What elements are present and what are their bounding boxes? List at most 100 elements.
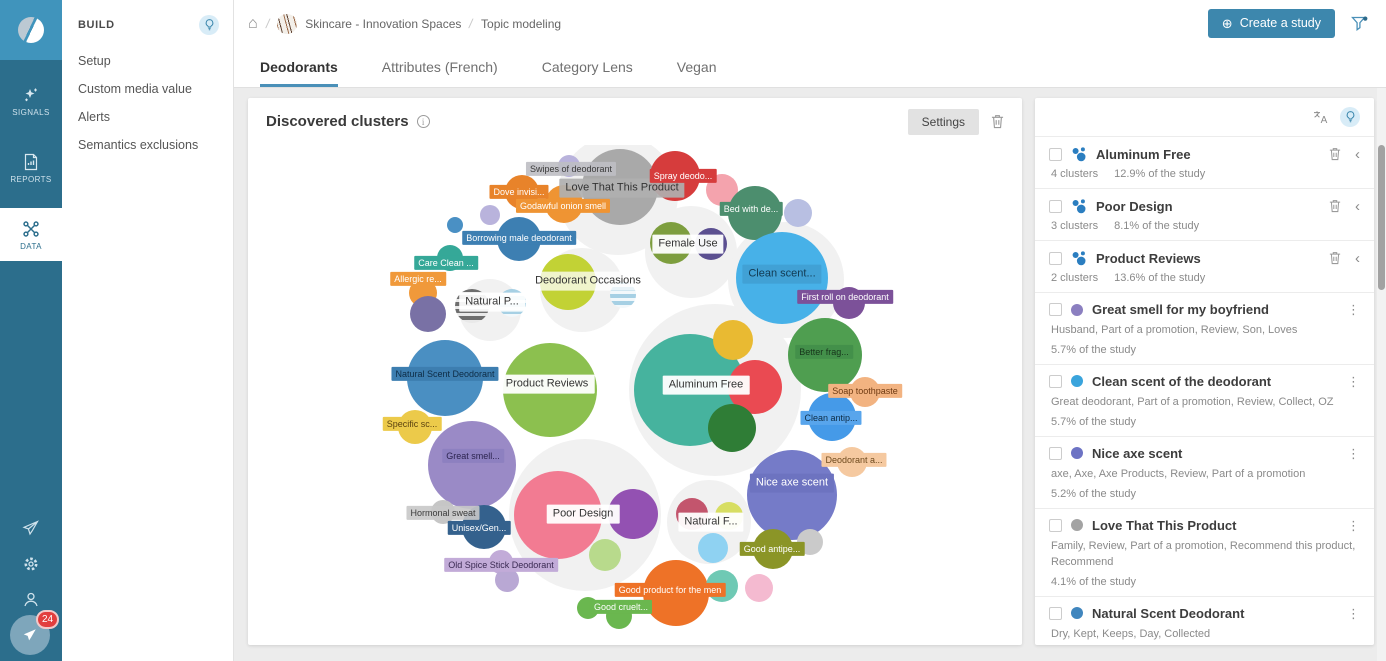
gear-icon[interactable] — [22, 555, 40, 573]
cluster-label[interactable]: Dove invisi... — [489, 184, 549, 200]
cluster-label[interactable]: Specific sc... — [382, 416, 442, 432]
cluster-label[interactable]: Soap toothpaste — [828, 383, 902, 399]
suggestions-lightbulb-icon[interactable] — [1340, 107, 1360, 127]
cluster-label[interactable]: Deodorant Occasions — [529, 271, 647, 291]
kebab-menu-icon[interactable]: ⋮ — [1347, 302, 1360, 317]
cluster-bubble[interactable] — [736, 232, 828, 324]
kebab-menu-icon[interactable]: ⋮ — [1347, 517, 1360, 533]
filter-icon[interactable] — [1351, 16, 1368, 32]
cluster-group-row[interactable]: Product Reviews ‹ 2 clusters 13.6% of th… — [1035, 240, 1374, 292]
page-scrollbar[interactable] — [1377, 88, 1386, 661]
cluster-label[interactable]: Love That This Product — [559, 178, 685, 198]
collapse-chevron-icon[interactable]: ‹ — [1355, 145, 1360, 163]
cluster-row[interactable]: Clean scent of the deodorant ⋮ Great deo… — [1035, 363, 1374, 436]
row-checkbox[interactable] — [1049, 147, 1062, 161]
cluster-label[interactable]: Nice axe scent — [749, 473, 835, 493]
tab-category-lens[interactable]: Category Lens — [541, 58, 633, 75]
rail-item-signals[interactable]: SIGNALS — [0, 74, 62, 127]
cluster-label[interactable]: Aluminum Free — [662, 375, 750, 395]
info-icon[interactable]: i — [416, 115, 430, 128]
cluster-bubble[interactable] — [428, 421, 516, 509]
sidebar-item-alerts[interactable]: Alerts — [78, 110, 110, 124]
cluster-label[interactable]: Borrowing male deodorant — [462, 230, 576, 246]
cluster-label[interactable]: Good cruelt... — [589, 599, 653, 615]
row-checkbox[interactable] — [1049, 303, 1062, 316]
cluster-label[interactable]: Godawful onion smell — [515, 198, 611, 214]
sidebar-item-setup[interactable]: Setup — [78, 54, 111, 68]
rail-item-data[interactable]: DATA — [0, 208, 62, 261]
cluster-row[interactable]: Great smell for my boyfriend ⋮ Husband, … — [1035, 292, 1374, 364]
delete-icon[interactable] — [1329, 147, 1341, 161]
kebab-menu-icon[interactable]: ⋮ — [1347, 605, 1360, 621]
sidebar-item-semantics-exclusions[interactable]: Semantics exclusions — [78, 138, 199, 152]
home-icon[interactable]: ⌂ — [248, 14, 258, 32]
row-checkbox[interactable] — [1049, 199, 1062, 213]
cluster-bubble[interactable] — [698, 533, 728, 563]
rail-item-reports[interactable]: REPORTS — [0, 141, 62, 194]
breadcrumb-page[interactable]: Topic modeling — [481, 16, 562, 31]
send-icon[interactable] — [22, 519, 40, 537]
create-study-label: Create a study — [1239, 16, 1321, 30]
tab-deodorants[interactable]: Deodorants — [260, 47, 338, 87]
delete-icon[interactable] — [1329, 251, 1341, 265]
create-study-button[interactable]: ⊕ Create a study — [1207, 9, 1335, 38]
delete-icon[interactable] — [991, 114, 1004, 129]
hint-lightbulb-icon[interactable] — [199, 15, 219, 35]
cluster-label[interactable]: Better frag... — [795, 344, 853, 360]
tab-attributes-french[interactable]: Attributes (French) — [381, 58, 498, 75]
cluster-label[interactable]: Product Reviews — [499, 374, 595, 394]
cluster-label[interactable]: Bed with de... — [719, 201, 783, 217]
kebab-menu-icon[interactable]: ⋮ — [1347, 373, 1360, 389]
row-checkbox[interactable] — [1049, 446, 1062, 460]
row-checkbox[interactable] — [1049, 606, 1062, 620]
translate-icon[interactable]: A — [1313, 110, 1328, 126]
cluster-bubble[interactable] — [713, 320, 753, 360]
cluster-bubble[interactable] — [589, 539, 621, 571]
cluster-bubble[interactable] — [410, 296, 446, 332]
app-logo[interactable] — [0, 0, 62, 60]
cluster-label[interactable]: Allergic re... — [390, 271, 446, 287]
cluster-bubble[interactable] — [708, 404, 756, 452]
cluster-group-row[interactable]: Aluminum Free ‹ 4 clusters 12.9% of the … — [1035, 136, 1374, 188]
account-icon[interactable] — [22, 591, 40, 609]
cluster-label[interactable]: Swipes of deodorant — [525, 161, 617, 177]
cluster-bubble[interactable] — [495, 568, 519, 592]
row-checkbox[interactable] — [1049, 374, 1062, 388]
cluster-group-row[interactable]: Poor Design ‹ 3 clusters 8.1% of the stu… — [1035, 188, 1374, 240]
breadcrumb-project[interactable]: Skincare - Innovation Spaces — [305, 16, 462, 31]
row-checkbox[interactable] — [1049, 251, 1062, 265]
cluster-label[interactable]: Poor Design — [546, 504, 620, 524]
cluster-label[interactable]: Clean antip... — [800, 410, 862, 426]
cluster-label[interactable]: Unisex/Gen... — [447, 520, 511, 536]
cluster-label[interactable]: Natural P... — [459, 292, 525, 312]
cluster-bubble[interactable] — [447, 217, 463, 233]
cluster-row[interactable]: Natural Scent Deodorant ⋮ Dry, Kept, Kee… — [1035, 595, 1374, 645]
cluster-label[interactable]: Female Use — [652, 234, 724, 254]
delete-icon[interactable] — [1329, 199, 1341, 213]
cluster-label[interactable]: Clean scent... — [742, 264, 822, 284]
cluster-label[interactable]: Spray deodo... — [649, 168, 717, 184]
cluster-bubble[interactable] — [745, 574, 773, 602]
tab-vegan[interactable]: Vegan — [676, 58, 717, 75]
cluster-label[interactable]: Good product for the men — [614, 582, 726, 598]
cluster-label[interactable]: Old Spice Stick Deodorant — [444, 557, 558, 573]
collapse-chevron-icon[interactable]: ‹ — [1355, 197, 1360, 215]
cluster-label[interactable]: First roll on deodorant — [797, 289, 893, 305]
cluster-label[interactable]: Great smell... — [442, 448, 504, 464]
cluster-bubble[interactable] — [784, 199, 812, 227]
collapse-chevron-icon[interactable]: ‹ — [1355, 249, 1360, 267]
cluster-bubble[interactable] — [480, 205, 500, 225]
cluster-row[interactable]: Nice axe scent ⋮ axe, Axe, Axe Products,… — [1035, 435, 1374, 508]
cluster-row[interactable]: Love That This Product ⋮ Family, Review,… — [1035, 507, 1374, 596]
cluster-label[interactable]: Natural Scent Deodorant — [391, 366, 499, 382]
row-checkbox[interactable] — [1049, 518, 1062, 532]
cluster-label[interactable]: Deodorant a... — [821, 452, 887, 468]
kebab-menu-icon[interactable]: ⋮ — [1347, 445, 1360, 461]
cluster-label[interactable]: Good antipe... — [739, 541, 805, 557]
settings-button[interactable]: Settings — [907, 108, 979, 135]
cluster-label[interactable]: Hormonal sweat — [406, 505, 480, 521]
cluster-label[interactable]: Natural F... — [678, 512, 744, 532]
scrollbar-thumb[interactable] — [1378, 145, 1385, 290]
cluster-label[interactable]: Care Clean ... — [414, 255, 478, 271]
sidebar-item-custom-media-value[interactable]: Custom media value — [78, 82, 192, 96]
